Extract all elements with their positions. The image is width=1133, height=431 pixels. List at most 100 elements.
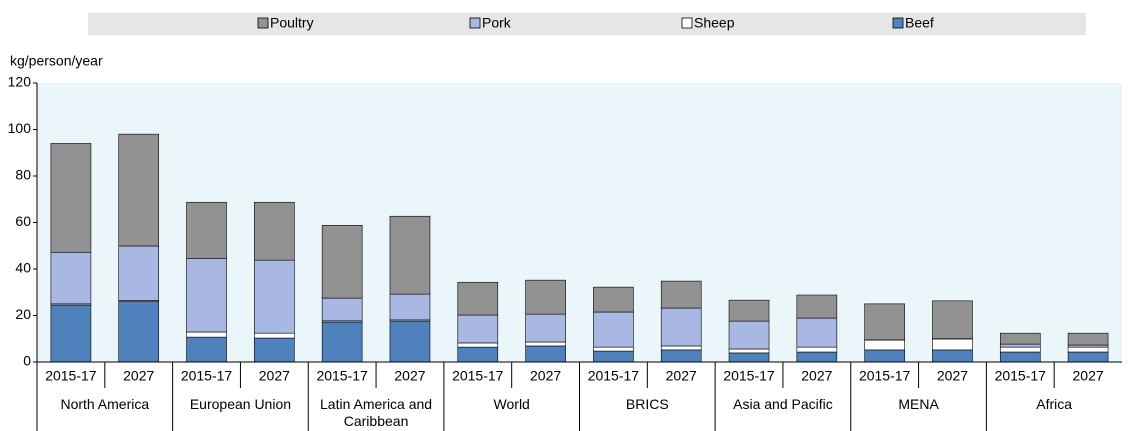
bar-segment [999,346,1041,353]
bar-segment [118,133,160,247]
x-tick-label: 2015-17 [181,368,233,384]
x-tick-label: 2015-17 [452,368,504,384]
x-tick-label: 2015-17 [316,368,368,384]
y-axis-label: kg/person/year [10,53,103,69]
legend-label: Beef [905,15,934,31]
legend-swatch [257,17,269,29]
x-tick-label: 2027 [394,368,425,384]
bar-segment [864,303,905,341]
bar-segment [1067,346,1109,353]
bar-segment [999,332,1041,345]
legend-swatch [892,17,904,29]
bar-segment [457,281,499,316]
bar-segment [50,251,92,305]
y-tick-label: 40 [15,260,31,276]
bar-segment [932,338,973,351]
bar-segment [728,348,770,354]
legend-label: Sheep [694,15,735,31]
x-tick-label: 2015-17 [859,368,911,384]
bar-segment [525,345,566,363]
bar-segment [50,143,92,253]
bar-segment [254,337,295,363]
group-label: European Union [189,396,292,412]
bar-segment [796,346,838,353]
x-tick-label: 2027 [123,368,154,384]
bar-segment [525,341,566,347]
bar-segment [593,311,634,348]
bar-segment [660,280,702,309]
bar-segment [186,201,227,259]
bar-segment [389,215,431,295]
x-tick-label: 2027 [259,368,290,384]
bar-segment [254,259,295,334]
bar-segment [593,286,634,313]
bar-segment [593,350,634,363]
legend-label: Pork [482,15,512,31]
y-tick-label: 60 [15,213,31,229]
bar-segment [50,304,92,363]
bar-segment [999,351,1041,363]
bar-segment [932,300,973,340]
x-tick-label: 2015-17 [723,368,775,384]
bar-segment [660,349,702,363]
x-tick-label: 2027 [666,368,697,384]
y-tick-label: 0 [23,353,31,369]
bar-segment [864,339,905,351]
bar-segment [593,346,634,352]
group-label: MENA [898,396,939,412]
bar-segment [457,314,499,344]
y-tick-label: 100 [8,120,32,136]
x-tick-label: 2027 [530,368,561,384]
x-tick-label: 2027 [937,368,968,384]
bar-segment [1067,351,1109,363]
x-tick-label: 2027 [1073,368,1104,384]
bar-segment [525,279,566,315]
bar-segment [660,345,702,351]
bar-segment [728,320,770,350]
bar-segment [999,343,1041,348]
legend-swatch [681,17,693,29]
x-tick-label: 2015-17 [588,368,640,384]
bar-segment [728,352,770,363]
bar-segment [864,349,905,363]
bar-segment [186,336,227,363]
bar-segment [118,245,160,301]
group-label: BRICS [625,396,669,412]
group-label: North America [60,396,150,412]
bar-segment [796,351,838,363]
bar-segment [321,321,363,363]
bar-segment [1067,344,1109,348]
bar-segment [254,201,295,261]
bar-segment [796,317,838,348]
bar-segment [118,301,160,363]
bar-segment [186,258,227,333]
bar-segment [525,313,566,343]
bar-segment [1067,332,1109,346]
legend-swatch [469,17,481,29]
bar-segment [796,294,838,319]
y-tick-label: 80 [15,167,31,183]
bar-segment [932,349,973,363]
bar-segment [321,297,363,322]
bar-segment [389,293,431,321]
x-tick-label: 2027 [801,368,832,384]
legend-label: Poultry [270,15,314,31]
group-label: World [493,396,530,412]
y-tick-label: 20 [15,306,31,322]
bar-segment [728,299,770,322]
bar-segment [457,342,499,348]
bar-segment [186,331,227,338]
bar-segment [389,320,431,363]
y-tick-label: 120 [8,74,32,90]
bar-segment [660,307,702,347]
bar-segment [321,224,363,299]
bar-segment [254,332,295,339]
x-tick-label: 2015-17 [45,368,97,384]
group-label: Latin America and Caribbean [320,396,433,429]
legend-background [88,13,1086,35]
x-tick-label: 2015-17 [995,368,1047,384]
bar-segment [457,346,499,363]
group-label: Africa [1036,396,1073,412]
